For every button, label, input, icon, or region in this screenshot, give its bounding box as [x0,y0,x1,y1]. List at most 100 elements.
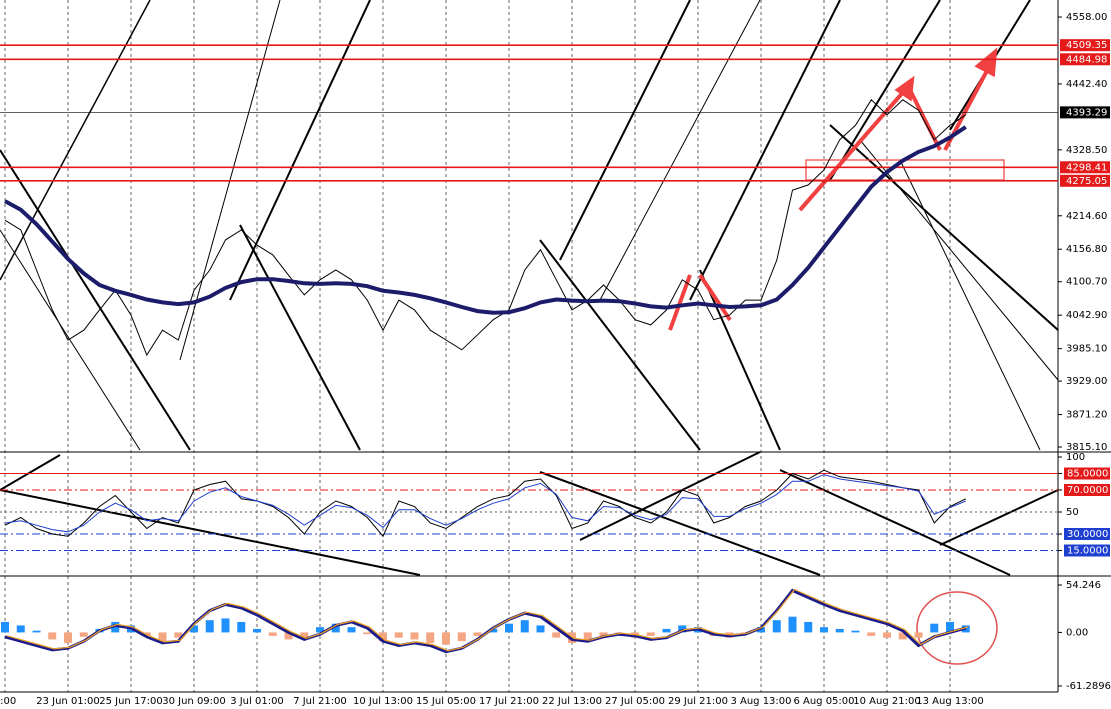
y-tick-label: 0.00 [1066,627,1088,638]
histogram-bar [520,620,529,633]
histogram-bar [678,625,687,633]
histogram-bar [1,621,9,633]
x-tick-label: 5:00 [0,696,16,707]
histogram-bar [442,632,450,645]
y-tick-label: 4214.60 [1066,211,1107,222]
histogram-bar [111,621,120,633]
histogram-bar [804,621,813,633]
histogram-bar [473,632,482,636]
histogram-bar [205,620,214,633]
histogram-bar [221,618,230,633]
label-bg [1064,467,1110,480]
histogram-bar [174,632,183,638]
histogram-bar [300,632,309,638]
x-tick-label: 23 Jun 01:00 [36,696,100,707]
series-line [4,99,967,357]
histogram-bar [851,630,860,633]
y-tick-label: 54.246 [1066,580,1101,591]
level-label-bg [1060,39,1110,52]
y-tick-label: 30.0000 [1067,529,1108,540]
y-tick-label: 3815.10 [1066,442,1107,453]
histogram-bar [946,621,954,633]
histogram-bar [489,628,498,633]
histogram-bar [583,632,592,642]
y-tick-label: 4328.50 [1066,145,1107,156]
x-tick-label: 25 Jun 17:00 [99,696,163,707]
histogram-bar [867,632,876,636]
histogram-bar [79,632,88,637]
y-tick-label: 4442.40 [1066,79,1107,90]
x-tick-label: 10 Aug 21:00 [853,696,920,707]
y-tick-label: 3929.00 [1066,376,1107,387]
macd-line-highlight [6,588,968,652]
histogram-bar [757,627,765,633]
histogram-bar [347,627,356,633]
histogram-bar [930,623,939,633]
histogram-bar [883,632,891,638]
histogram-bar [820,627,828,633]
trend-lines [0,0,1059,576]
histogram-bar [284,632,293,640]
x-tick-label: 30 Jun 09:00 [162,696,226,707]
y-tick-label: 15.0000 [1067,546,1108,557]
y-tick-label: 85.0000 [1067,469,1108,480]
x-tick-label: 3 Aug 13:00 [730,696,791,707]
histogram-bar [237,621,246,633]
y-tick-label: 3985.10 [1066,344,1107,355]
y-tick-label: 4042.90 [1066,310,1107,321]
histogram-bar [914,632,923,638]
y-tick-label: -61.2896 [1066,681,1111,692]
x-tick-label: 7 Jul 21:00 [293,696,347,707]
x-tick-label: 27 Jul 05:00 [605,696,665,707]
label-bg [1064,544,1110,557]
histogram-bar [363,632,372,635]
y-tick-label: 70.0000 [1067,485,1108,496]
histogram-bar [662,628,671,633]
label-bg [1064,484,1110,496]
histogram-bar [64,632,72,643]
level-label: 4509.35 [1066,40,1107,51]
x-tick-label: 10 Jul 13:00 [353,696,413,707]
x-tick-label: 15 Jul 05:00 [416,696,476,707]
histogram-bar [835,628,844,633]
y-tick-label: 100 [1066,452,1085,463]
x-tick-label: 22 Jul 13:00 [542,696,602,707]
histogram-bar [158,632,167,642]
x-tick-label: 29 Jul 21:00 [668,696,728,707]
histogram-bar [253,628,261,633]
histogram-bar [426,632,435,643]
series-line [4,469,967,538]
series-line [4,125,967,315]
x-tick-label: 3 Jul 01:00 [230,696,284,707]
y-tick-label: 3871.20 [1066,410,1107,421]
level-label-bg [1060,106,1110,119]
level-label-bg [1060,174,1110,187]
histogram-bar [536,625,545,633]
level-label-bg [1060,161,1110,174]
level-label-bg [1060,53,1110,66]
y-tick-label: 4100.70 [1066,277,1107,288]
highlight-circle [916,591,998,665]
histogram-bar [646,632,655,636]
histogram-bar [268,632,277,636]
histogram-bar [505,623,513,633]
label-bg [1064,528,1110,540]
level-label: 4393.29 [1066,107,1107,118]
histogram-bar [552,632,561,638]
y-tick-label: 4156.80 [1066,244,1107,255]
histogram-bar [379,632,387,642]
x-tick-label: 13 Aug 13:00 [916,696,983,707]
level-label: 4275.05 [1066,176,1107,187]
level-label: 4298.41 [1066,162,1107,173]
histogram-bar [788,616,797,633]
histogram-bar [898,632,907,640]
x-tick-label: 17 Jul 21:00 [479,696,539,707]
histogram-bar [32,630,41,633]
y-tick-label: 50 [1066,507,1079,518]
y-tick-label: 4558.00 [1066,12,1107,23]
histogram-bar [394,632,403,638]
histogram-bar [331,623,340,633]
histogram-bar [457,632,466,642]
histogram-bar [772,620,781,633]
